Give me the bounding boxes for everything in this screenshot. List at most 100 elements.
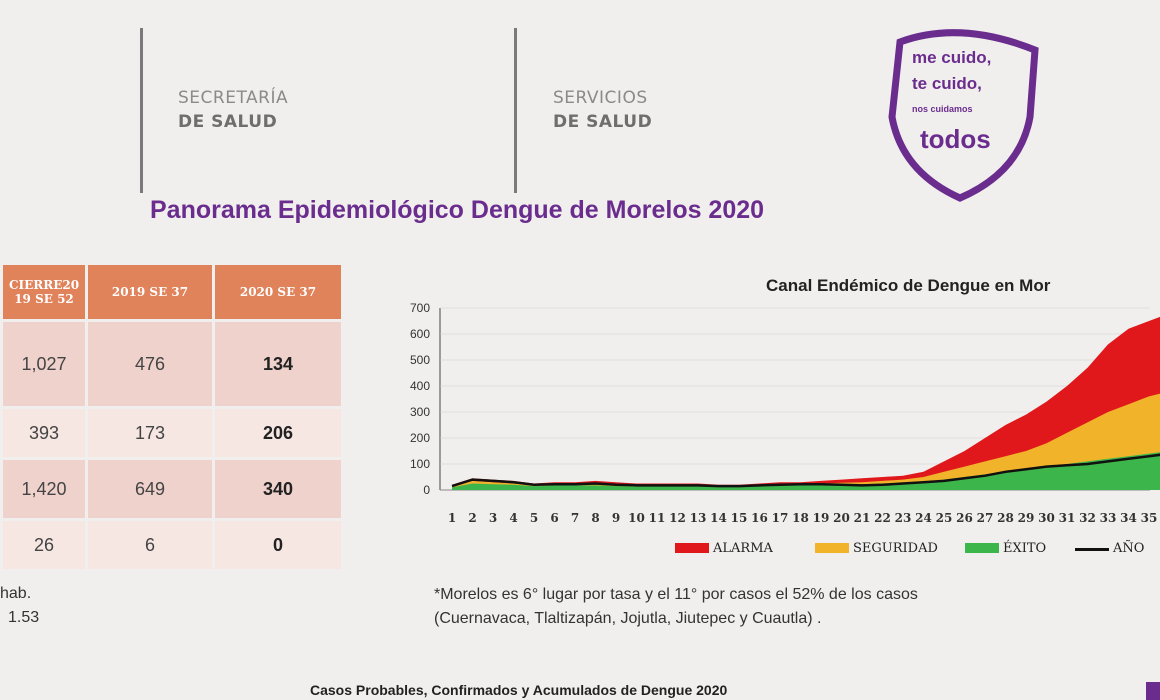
x-tick-label: 6 xyxy=(550,511,558,525)
area-alarma xyxy=(452,316,1160,490)
x-tick-label: 13 xyxy=(690,511,707,525)
y-tick-label: 400 xyxy=(410,379,430,393)
legend-swatch xyxy=(965,543,999,553)
legend-swatch xyxy=(815,543,849,553)
table-cell: 340 xyxy=(215,460,341,518)
table-row: 393 173 206 xyxy=(3,409,341,457)
x-tick-label: 30 xyxy=(1038,511,1055,525)
table-header-row: CIERRE20 19 SE 52 2019 SE 37 2020 SE 37 xyxy=(3,265,341,319)
campaign-badge: me cuido, te cuido, nos cuidamos todos xyxy=(880,22,1040,202)
table-row: 1,420 649 340 xyxy=(3,460,341,518)
table-row: 26 6 0 xyxy=(3,521,341,569)
table-cell: 6 xyxy=(88,521,212,569)
y-tick-label: 0 xyxy=(423,483,430,497)
badge-line3: nos cuidamos xyxy=(912,104,973,114)
x-tick-label: 26 xyxy=(956,511,973,525)
table-cell: 393 xyxy=(3,409,85,457)
table-cell: 649 xyxy=(88,460,212,518)
x-tick-label: 27 xyxy=(977,511,994,525)
x-tick-label: 4 xyxy=(509,511,517,525)
badge-line2: te cuido, xyxy=(912,74,982,93)
x-tick-label: 9 xyxy=(612,511,620,525)
legend-swatch xyxy=(1075,548,1109,551)
x-tick-label: 2 xyxy=(468,511,476,525)
x-tick-label: 24 xyxy=(915,511,932,525)
secretaria-logo: SECRETARÍA DE SALUD xyxy=(178,86,288,134)
y-tick-label: 700 xyxy=(410,301,430,315)
table-row: 1,027 476 134 xyxy=(3,322,341,406)
legend-label: AÑO xyxy=(1112,540,1144,556)
column-header: 2020 SE 37 xyxy=(215,265,341,319)
x-tick-label: 20 xyxy=(833,511,850,525)
x-tick-label: 32 xyxy=(1079,511,1096,525)
badge-line1: me cuido, xyxy=(912,48,992,67)
stats-table: CIERRE20 19 SE 52 2019 SE 37 2020 SE 37 … xyxy=(0,262,344,572)
x-tick-label: 21 xyxy=(854,511,871,525)
x-tick-label: 33 xyxy=(1100,511,1117,525)
note-line1: hab. xyxy=(0,585,32,602)
y-tick-label: 300 xyxy=(410,405,430,419)
header-divider-right xyxy=(514,28,517,193)
column-header: CIERRE20 19 SE 52 xyxy=(3,265,85,319)
x-tick-label: 34 xyxy=(1120,511,1137,525)
x-tick-label: 1 xyxy=(448,511,456,525)
x-tick-label: 11 xyxy=(649,511,666,525)
x-tick-label: 22 xyxy=(874,511,891,525)
area-seguridad xyxy=(452,393,1160,490)
x-tick-label: 29 xyxy=(1018,511,1035,525)
x-tick-label: 7 xyxy=(571,511,579,525)
table-cell: 476 xyxy=(88,322,212,406)
y-tick-label: 600 xyxy=(410,327,430,341)
x-tick-label: 3 xyxy=(489,511,497,525)
table-cell: 134 xyxy=(215,322,341,406)
x-tick-label: 15 xyxy=(731,511,748,525)
x-tick-label: 23 xyxy=(895,511,912,525)
footnote-line2: (Cuernavaca, Tlaltizapán, Jojutla, Jiute… xyxy=(434,610,822,627)
table-cell: 26 xyxy=(3,521,85,569)
y-tick-label: 100 xyxy=(410,457,430,471)
x-tick-label: 18 xyxy=(792,511,809,525)
servicios-logo: SERVICIOS DE SALUD xyxy=(553,86,652,134)
legend-label: SEGURIDAD xyxy=(853,541,938,556)
secretaria-line2: DE SALUD xyxy=(178,112,278,132)
table-cell: 1,027 xyxy=(3,322,85,406)
x-tick-label: 8 xyxy=(591,511,599,525)
legend-swatch xyxy=(675,543,709,553)
servicios-line2: DE SALUD xyxy=(553,112,653,132)
footnote: *Morelos es 6° lugar por tasa y el 11° p… xyxy=(434,583,918,631)
badge-line4: todos xyxy=(920,124,991,154)
x-tick-label: 14 xyxy=(710,511,727,525)
x-tick-label: 10 xyxy=(628,511,645,525)
shield-icon xyxy=(888,29,1039,202)
table-cell: 206 xyxy=(215,409,341,457)
page-title: Panorama Epidemiológico Dengue de Morelo… xyxy=(150,196,765,224)
table-cell: 1,420 xyxy=(3,460,85,518)
footnote-line1: *Morelos es 6° lugar por tasa y el 11° p… xyxy=(434,586,918,603)
note-line2: 1.53 xyxy=(8,609,40,626)
line-ano xyxy=(451,453,1160,488)
chart-title: Canal Endémico de Dengue en Mor xyxy=(766,276,1051,295)
column-header: 2019 SE 37 xyxy=(88,265,212,319)
x-tick-label: 19 xyxy=(813,511,830,525)
x-tick-label: 35 xyxy=(1141,511,1158,525)
x-tick-label: 5 xyxy=(530,511,538,525)
y-tick-label: 500 xyxy=(410,353,430,367)
y-tick-label: 200 xyxy=(410,431,430,445)
header-divider-left xyxy=(140,28,143,193)
x-tick-label: 25 xyxy=(936,511,953,525)
x-tick-label: 28 xyxy=(997,511,1014,525)
table-cell: 173 xyxy=(88,409,212,457)
legend-label: ALARMA xyxy=(712,541,774,556)
x-tick-label: 31 xyxy=(1059,511,1076,525)
secretaria-line1: SECRETARÍA xyxy=(178,88,289,108)
legend-label: ÉXITO xyxy=(1003,540,1046,556)
table-cell: 0 xyxy=(215,521,341,569)
bottom-caption: Casos Probables, Confirmados y Acumulado… xyxy=(310,682,728,698)
x-tick-label: 12 xyxy=(669,511,686,525)
corner-swatch xyxy=(1146,682,1160,700)
area-éxito xyxy=(452,452,1160,490)
x-tick-label: 17 xyxy=(772,511,789,525)
servicios-line1: SERVICIOS xyxy=(553,88,648,108)
x-tick-label: 16 xyxy=(751,511,768,525)
